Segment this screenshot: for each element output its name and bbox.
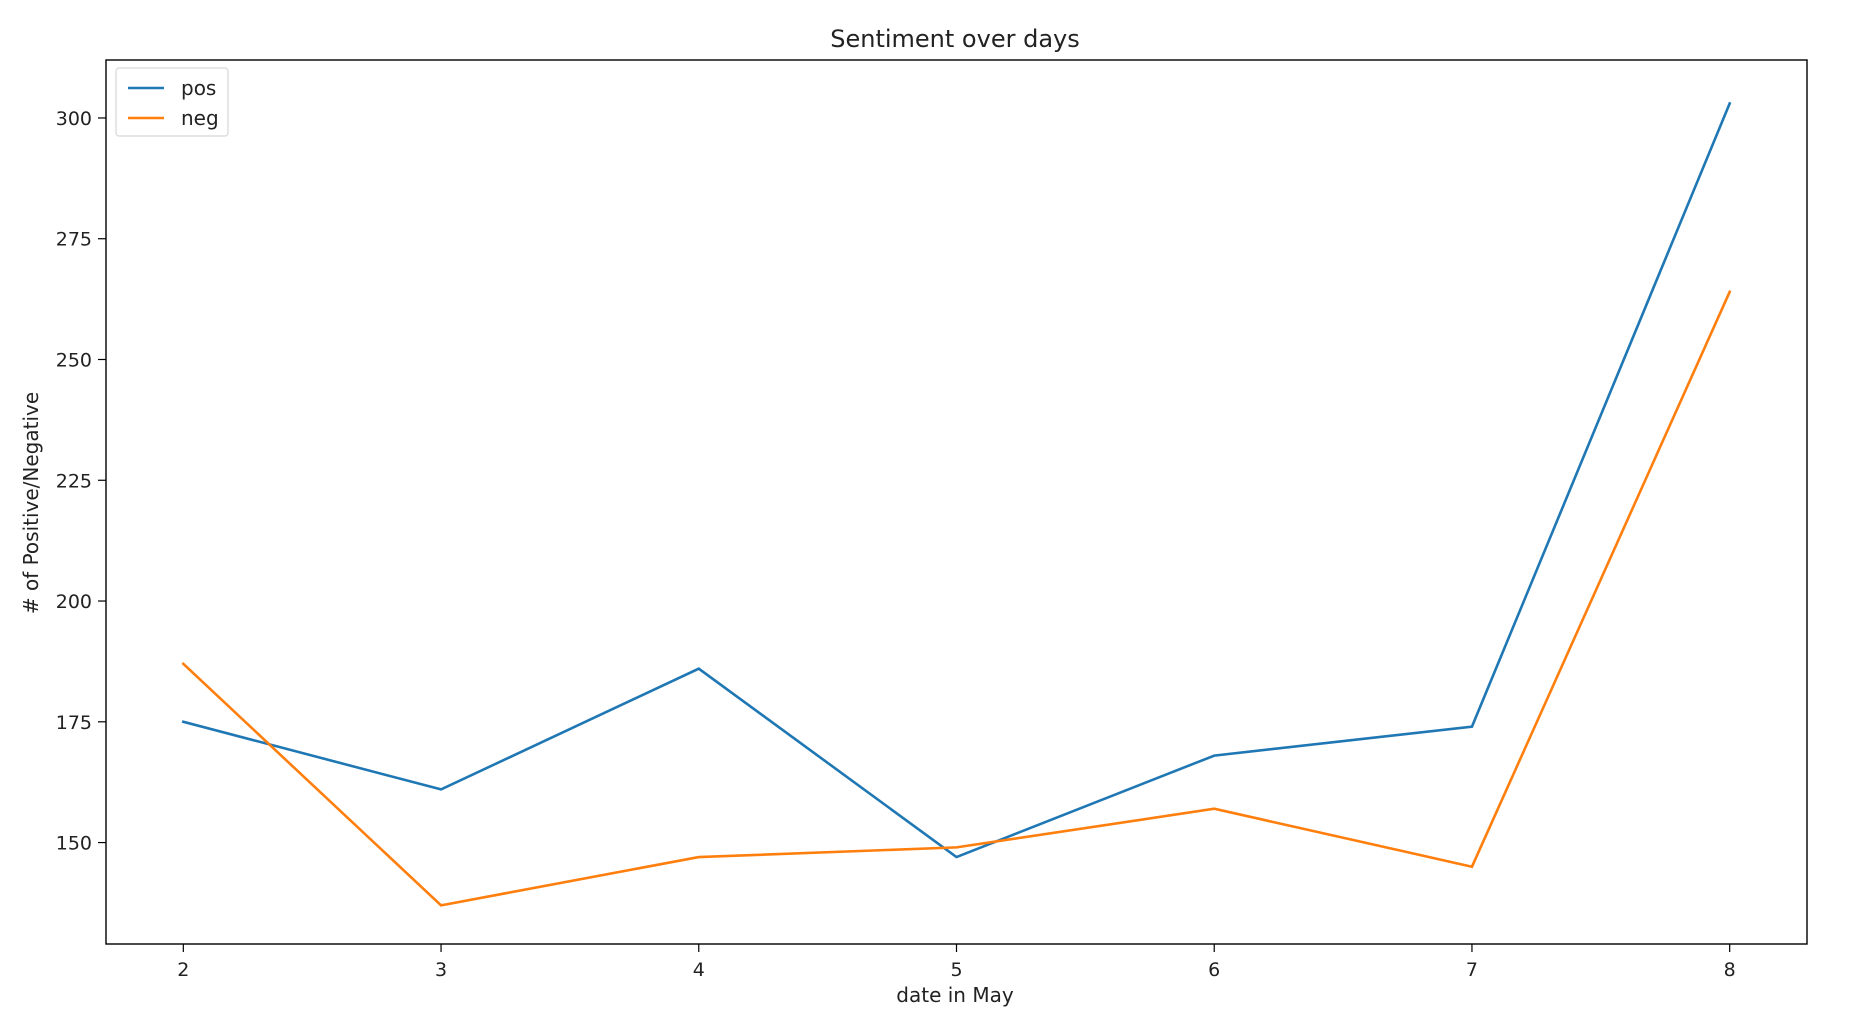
x-tick-label-3: 3 bbox=[435, 959, 447, 981]
chart-title-layer: Sentiment over days bbox=[830, 25, 1079, 53]
series-line-pos bbox=[181, 101, 1732, 859]
plot-layer: 2 3 4 5 6 7 8 150 175 200 225 250 275 300 bbox=[56, 59, 1808, 981]
legend-label-pos: pos bbox=[181, 76, 216, 100]
y-tick-label-225: 225 bbox=[56, 470, 92, 492]
x-axis-title: date in May bbox=[896, 983, 1014, 1007]
legend: pos neg bbox=[115, 67, 229, 137]
y-tick-label-250: 250 bbox=[56, 349, 92, 371]
legend-label-neg: neg bbox=[181, 106, 219, 130]
y-tick-label-300: 300 bbox=[56, 108, 92, 130]
y-axis-title: # of Positive/Negative bbox=[19, 392, 43, 614]
x-tick-label-7: 7 bbox=[1466, 959, 1478, 981]
y-tick-label-150: 150 bbox=[56, 833, 92, 855]
plot-background bbox=[106, 60, 1807, 944]
x-tick-label-6: 6 bbox=[1208, 959, 1220, 981]
x-tick-label-4: 4 bbox=[693, 959, 705, 981]
chart-title: Sentiment over days bbox=[830, 25, 1079, 53]
x-tick-label-8: 8 bbox=[1724, 959, 1736, 981]
x-tick-label-5: 5 bbox=[950, 959, 962, 981]
y-tick-label-200: 200 bbox=[56, 591, 92, 613]
y-tick-label-175: 175 bbox=[56, 712, 92, 734]
y-tick-label-275: 275 bbox=[56, 229, 92, 251]
series-line-neg bbox=[181, 290, 1732, 907]
x-tick-label-2: 2 bbox=[177, 959, 189, 981]
axis-layer: date in May # of Positive/Negative bbox=[19, 392, 1014, 1007]
